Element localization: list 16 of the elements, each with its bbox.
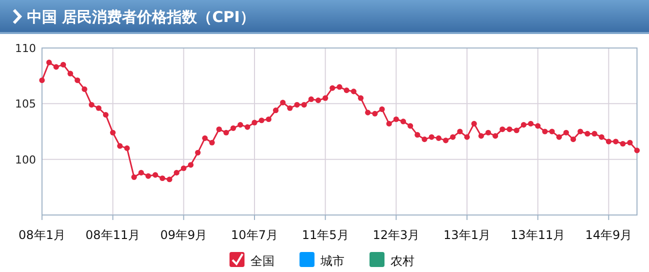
x-tick-label: 08年1月 [18, 228, 66, 242]
legend-label: 全国 [250, 254, 274, 268]
x-tick-label: 11年5月 [302, 228, 349, 242]
x-tick-label: 08年11月 [86, 228, 140, 242]
chart-title: 中国 居民消费者价格指数（CPI） [27, 8, 255, 26]
x-tick-label: 13年11月 [510, 228, 566, 242]
x-tick-label: 14年9月 [585, 228, 632, 242]
y-tick-label: 100 [15, 153, 36, 166]
x-tick-label: 09年9月 [160, 228, 208, 242]
y-tick-label: 105 [15, 98, 36, 111]
legend-label: 城市 [320, 254, 344, 268]
x-tick-label: 13年1月 [444, 228, 490, 242]
x-tick-label: 12年3月 [372, 228, 420, 242]
y-tick-label: 110 [15, 42, 36, 55]
x-tick-label: 10年7月 [231, 228, 278, 242]
legend-label: 农村 [390, 254, 414, 268]
